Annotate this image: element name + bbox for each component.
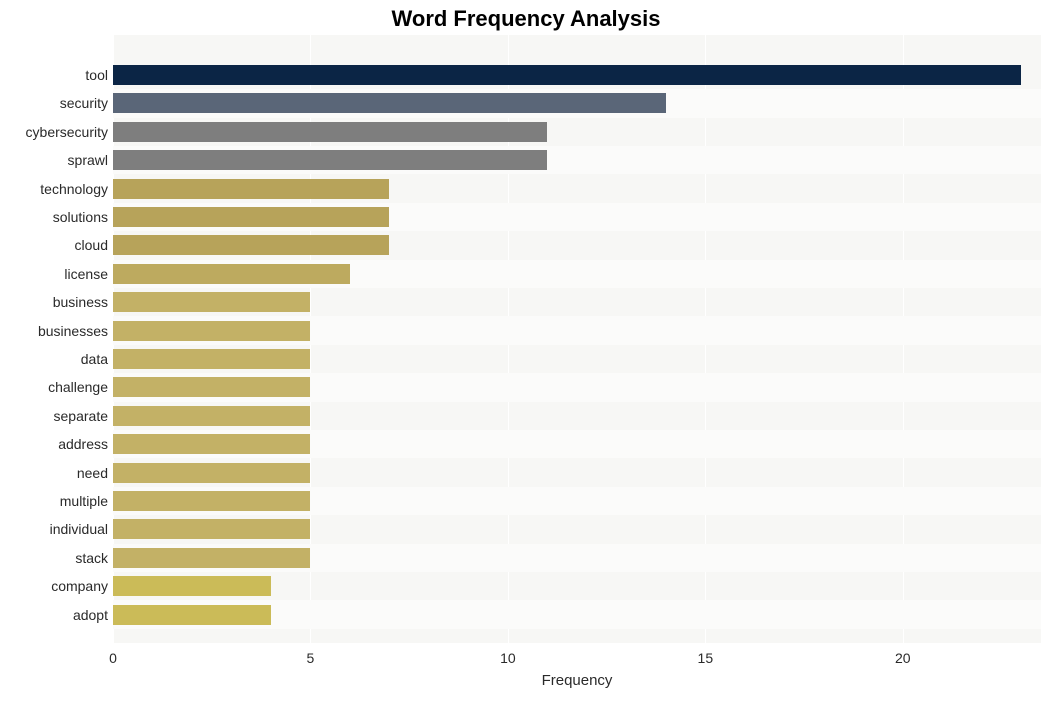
y-tick-label: tool xyxy=(0,67,108,83)
bar-security xyxy=(113,93,666,113)
bar-company xyxy=(113,576,271,596)
y-tick-label: challenge xyxy=(0,379,108,395)
bar-businesses xyxy=(113,321,310,341)
chart-title: Word Frequency Analysis xyxy=(0,6,1052,32)
x-axis-title: Frequency xyxy=(113,672,1041,689)
bar-cybersecurity xyxy=(113,122,547,142)
y-tick-label: data xyxy=(0,351,108,367)
y-tick-label: multiple xyxy=(0,493,108,509)
plot-area xyxy=(113,35,1041,643)
word-frequency-chart: Word Frequency Analysis tool security cybe… xyxy=(0,0,1052,701)
y-tick-label: sprawl xyxy=(0,152,108,168)
x-tick-label: 15 xyxy=(698,650,714,666)
y-tick-label: separate xyxy=(0,408,108,424)
bar-separate xyxy=(113,406,310,426)
bar-data xyxy=(113,349,310,369)
bar-challenge xyxy=(113,377,310,397)
y-tick-label: business xyxy=(0,294,108,310)
bar-license xyxy=(113,264,350,284)
bar-adopt xyxy=(113,605,271,625)
y-tick-label: individual xyxy=(0,521,108,537)
y-tick-label: license xyxy=(0,266,108,282)
bar-solutions xyxy=(113,207,389,227)
y-tick-label: solutions xyxy=(0,209,108,225)
bar-individual xyxy=(113,519,310,539)
y-tick-label: businesses xyxy=(0,323,108,339)
y-tick-label: technology xyxy=(0,181,108,197)
y-tick-label: adopt xyxy=(0,607,108,623)
bar-stack xyxy=(113,548,310,568)
bar-sprawl xyxy=(113,150,547,170)
y-tick-label: address xyxy=(0,436,108,452)
y-tick-label: cloud xyxy=(0,237,108,253)
x-tick-label: 0 xyxy=(109,650,117,666)
y-tick-label: cybersecurity xyxy=(0,124,108,140)
y-tick-label: stack xyxy=(0,550,108,566)
bar-multiple xyxy=(113,491,310,511)
y-tick-label: company xyxy=(0,578,108,594)
y-tick-label: need xyxy=(0,465,108,481)
x-tick-label: 5 xyxy=(307,650,315,666)
bar-address xyxy=(113,434,310,454)
x-tick-label: 10 xyxy=(500,650,516,666)
x-tick-label: 20 xyxy=(895,650,911,666)
bar-tool xyxy=(113,65,1021,85)
bar-business xyxy=(113,292,310,312)
bar-cloud xyxy=(113,235,389,255)
y-tick-label: security xyxy=(0,95,108,111)
bar-need xyxy=(113,463,310,483)
bar-technology xyxy=(113,179,389,199)
